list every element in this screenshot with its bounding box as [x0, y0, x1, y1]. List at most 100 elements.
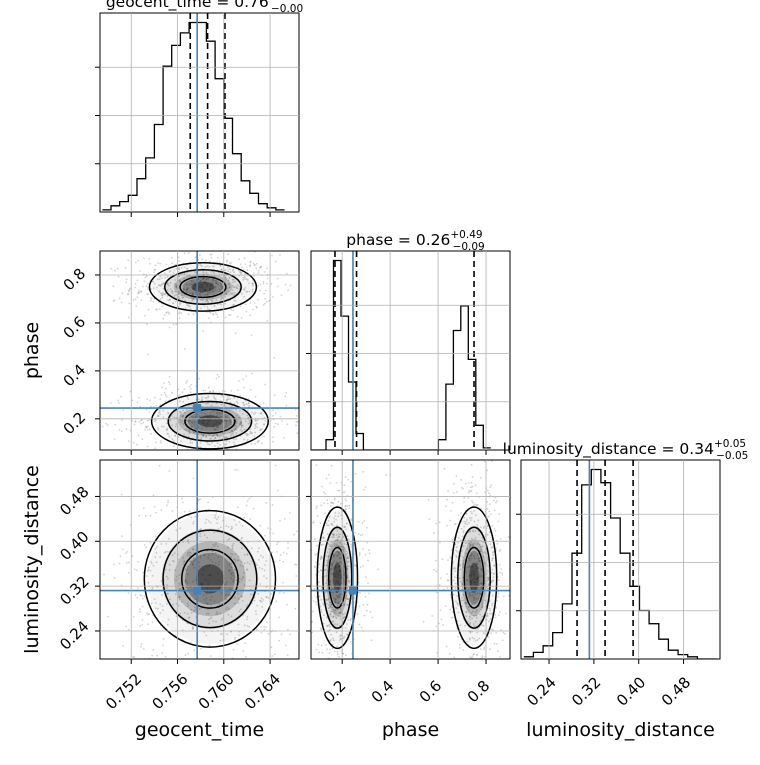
- scatter-point: [333, 560, 336, 562]
- scatter-point: [481, 576, 484, 579]
- scatter-point: [272, 409, 275, 412]
- scatter-point: [286, 654, 289, 656]
- scatter-point: [473, 571, 476, 574]
- scatter-point: [151, 654, 154, 657]
- scatter-point: [468, 574, 471, 577]
- contour-line: [162, 529, 258, 629]
- scatter-point: [113, 438, 116, 440]
- scatter-point: [435, 522, 438, 525]
- scatter-point: [215, 611, 218, 613]
- scatter-point: [299, 539, 301, 541]
- scatter-point: [462, 565, 464, 568]
- scatter-point: [186, 419, 189, 422]
- scatter-point: [186, 288, 189, 291]
- scatter-point: [171, 560, 174, 562]
- scatter-point: [187, 419, 190, 421]
- scatter-point: [211, 265, 214, 267]
- scatter-point: [455, 556, 458, 558]
- scatter-point: [468, 638, 471, 641]
- scatter-point: [148, 419, 151, 421]
- scatter-point: [215, 620, 217, 623]
- scatter-point: [241, 266, 243, 269]
- scatter-point: [220, 268, 223, 271]
- scatter-point: [190, 612, 193, 614]
- scatter-point: [192, 557, 195, 560]
- scatter-point: [252, 262, 255, 265]
- scatter-point: [473, 509, 476, 512]
- scatter-point: [322, 665, 324, 667]
- scatter-point: [453, 656, 456, 659]
- scatter-point: [443, 467, 446, 470]
- scatter-point: [377, 568, 379, 571]
- scatter-point: [505, 612, 507, 615]
- scatter-point: [225, 443, 228, 446]
- scatter-point: [152, 649, 155, 651]
- scatter-point: [235, 553, 237, 555]
- scatter-point: [345, 674, 347, 676]
- scatter-point: [152, 300, 155, 303]
- scatter-point: [468, 557, 471, 560]
- scatter-point: [481, 600, 483, 602]
- scatter-point: [132, 299, 135, 302]
- scatter-point: [206, 265, 209, 267]
- scatter-point: [235, 414, 238, 417]
- scatter-point: [226, 633, 229, 636]
- scatter-point: [325, 582, 327, 584]
- scatter-point: [148, 411, 151, 413]
- scatter-point: [162, 638, 165, 640]
- scatter-point: [295, 575, 298, 577]
- scatter-point: [178, 312, 181, 315]
- scatter-point: [334, 512, 337, 514]
- scatter-point: [215, 421, 218, 423]
- scatter-point: [174, 434, 176, 437]
- scatter-point: [182, 409, 185, 412]
- scatter-point: [172, 302, 175, 305]
- scatter-point: [178, 260, 181, 262]
- scatter-point: [217, 572, 219, 575]
- scatter-point: [194, 606, 196, 608]
- scatter-point: [194, 284, 197, 286]
- scatter-point: [180, 440, 183, 442]
- scatter-point: [307, 560, 309, 562]
- scatter-point: [346, 598, 349, 600]
- scatter-point: [147, 623, 149, 626]
- scatter-point: [238, 520, 241, 523]
- scatter-point: [306, 289, 308, 291]
- scatter-point: [197, 278, 200, 281]
- scatter-point: [175, 323, 178, 326]
- scatter-point: [138, 291, 141, 294]
- scatter-point: [343, 491, 346, 493]
- scatter-point: [215, 299, 218, 301]
- scatter-point: [174, 279, 177, 281]
- scatter-point: [471, 591, 473, 594]
- scatter-point: [462, 531, 465, 534]
- scatter-point: [265, 300, 268, 303]
- scatter-point: [480, 574, 483, 577]
- scatter-point: [347, 555, 349, 558]
- scatter-point: [337, 573, 339, 575]
- scatter-point: [143, 595, 146, 598]
- scatter-point: [264, 383, 266, 386]
- scatter-point: [178, 268, 181, 270]
- scatter-point: [489, 648, 491, 651]
- scatter-point: [444, 605, 447, 608]
- scatter-point: [266, 267, 268, 269]
- scatter-point: [149, 541, 152, 544]
- scatter-point: [143, 280, 146, 283]
- scatter-point: [472, 504, 475, 507]
- scatter-point: [481, 656, 484, 659]
- scatter-point: [487, 584, 490, 587]
- scatter-point: [479, 546, 482, 549]
- scatter-point: [206, 283, 208, 286]
- scatter-point: [174, 283, 176, 286]
- scatter-point: [173, 269, 176, 272]
- scatter-point: [210, 547, 213, 550]
- scatter-point: [328, 559, 330, 561]
- scatter-point: [464, 603, 467, 606]
- scatter-point: [252, 593, 254, 596]
- scatter-point: [207, 501, 210, 504]
- scatter-point: [190, 608, 193, 611]
- scatter-point: [235, 425, 238, 428]
- scatter-point: [186, 396, 189, 398]
- scatter-point: [220, 303, 223, 306]
